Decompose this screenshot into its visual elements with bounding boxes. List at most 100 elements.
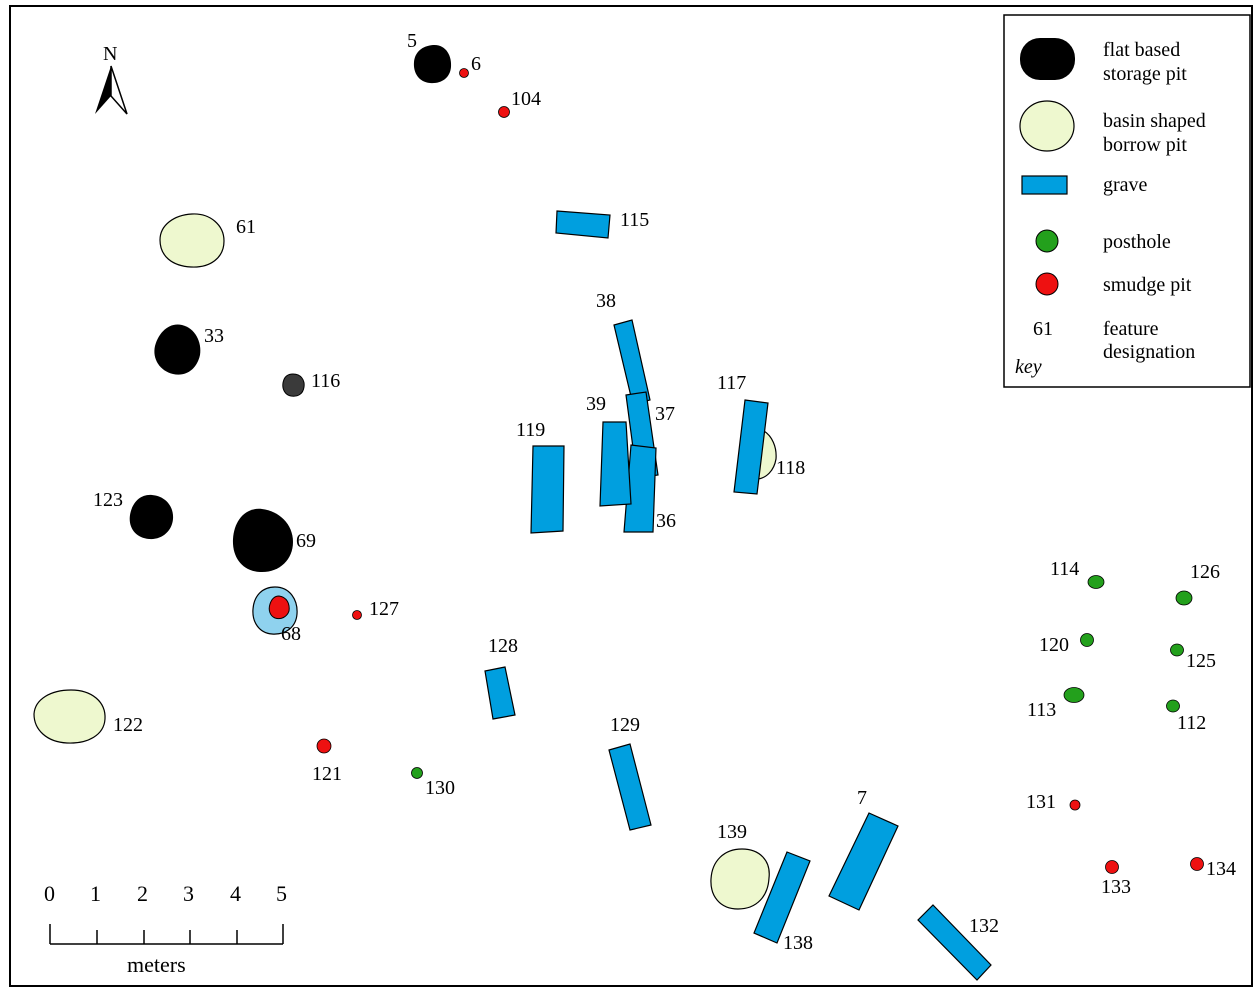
scale-tick-label: 2 bbox=[137, 881, 148, 906]
legend-label: storage pit bbox=[1103, 63, 1187, 85]
scale-tick-label: 5 bbox=[276, 881, 287, 906]
scale-tick-label: 3 bbox=[183, 881, 194, 906]
legend-label: basin shaped bbox=[1103, 110, 1206, 132]
scale-tick-label: 1 bbox=[90, 881, 101, 906]
legend-label: borrow pit bbox=[1103, 134, 1187, 156]
feature-label: 119 bbox=[516, 419, 545, 441]
feature-label: 133 bbox=[1101, 876, 1131, 898]
scale-bar: 0 1 2 3 4 5 meters bbox=[44, 881, 287, 977]
feature-label: 61 bbox=[236, 216, 256, 238]
feature-label: 118 bbox=[776, 457, 805, 479]
feature-112-shape[interactable] bbox=[1166, 699, 1180, 713]
legend-swatch-storage-pit bbox=[1020, 38, 1075, 80]
feature-131-shape[interactable] bbox=[1069, 799, 1081, 811]
graves bbox=[484, 210, 992, 981]
north-arrow-icon: N bbox=[95, 43, 128, 115]
feature-label: 116 bbox=[311, 370, 340, 392]
feature-label: 38 bbox=[596, 290, 616, 312]
feature-label: 69 bbox=[296, 530, 316, 552]
feature-label: 129 bbox=[610, 714, 640, 736]
feature-68-smudge bbox=[268, 595, 290, 620]
legend-key-label: key bbox=[1015, 356, 1042, 378]
feature-6-shape[interactable] bbox=[459, 68, 469, 78]
feature-label: 121 bbox=[312, 763, 342, 785]
feature-label: 113 bbox=[1027, 699, 1056, 721]
feature-126-shape[interactable] bbox=[1175, 590, 1193, 606]
storage-pits bbox=[129, 44, 452, 573]
feature-label: 127 bbox=[369, 598, 399, 620]
legend-swatch-posthole bbox=[1035, 229, 1059, 253]
feature-120-shape[interactable] bbox=[1080, 633, 1094, 647]
feature-label: 117 bbox=[717, 372, 746, 394]
feature-label: 115 bbox=[620, 209, 649, 231]
feature-127-shape[interactable] bbox=[352, 610, 362, 620]
feature-label: 6 bbox=[471, 53, 481, 75]
feature-61-shape[interactable] bbox=[159, 213, 225, 268]
legend-swatch-grave bbox=[1021, 175, 1068, 195]
borrow-pits bbox=[33, 213, 777, 910]
feature-117-shape[interactable] bbox=[733, 399, 769, 495]
feature-label: 130 bbox=[425, 777, 455, 799]
feature-label: 122 bbox=[113, 714, 143, 736]
feature-label: 112 bbox=[1177, 712, 1206, 734]
legend-label: posthole bbox=[1103, 231, 1171, 253]
feature-label: 131 bbox=[1026, 791, 1056, 813]
legend-sample-designation: 61 bbox=[1033, 318, 1053, 340]
smudge-pits bbox=[316, 68, 1204, 874]
feature-label: 134 bbox=[1206, 858, 1236, 880]
feature-115-shape[interactable] bbox=[555, 210, 611, 239]
feature-label: 5 bbox=[407, 30, 417, 52]
feature-label: 104 bbox=[511, 88, 541, 110]
feature-128-shape[interactable] bbox=[484, 666, 516, 720]
legend-swatch-smudge-pit bbox=[1035, 272, 1059, 296]
feature-68-group[interactable] bbox=[252, 586, 298, 635]
feature-116-shape[interactable] bbox=[282, 373, 305, 397]
feature-69-shape[interactable] bbox=[232, 508, 293, 573]
feature-139-shape[interactable] bbox=[710, 848, 770, 910]
feature-5-shape[interactable] bbox=[413, 44, 452, 84]
postholes bbox=[411, 575, 1193, 779]
feature-label: 128 bbox=[488, 635, 518, 657]
feature-133-shape[interactable] bbox=[1105, 860, 1119, 874]
feature-label: 139 bbox=[717, 821, 747, 843]
feature-132-shape[interactable] bbox=[917, 904, 992, 981]
legend-label: flat based bbox=[1103, 39, 1180, 61]
legend-swatch-borrow-pit bbox=[1019, 100, 1075, 152]
feature-33-shape[interactable] bbox=[154, 324, 201, 375]
feature-7-shape[interactable] bbox=[828, 812, 899, 911]
feature-label: 125 bbox=[1186, 650, 1216, 672]
legend-label: grave bbox=[1103, 174, 1148, 196]
feature-138-shape[interactable] bbox=[753, 851, 811, 944]
scale-tick-label: 0 bbox=[44, 881, 55, 906]
legend: flat based storage pit basin shaped borr… bbox=[1003, 14, 1251, 388]
feature-39-shape[interactable] bbox=[599, 421, 632, 507]
north-label: N bbox=[103, 43, 117, 65]
feature-label: 7 bbox=[857, 787, 867, 809]
feature-113-shape[interactable] bbox=[1063, 687, 1085, 703]
feature-119-shape[interactable] bbox=[530, 445, 565, 534]
feature-label: 123 bbox=[93, 489, 123, 511]
feature-label: 114 bbox=[1050, 558, 1079, 580]
scale-unit-label: meters bbox=[127, 952, 186, 977]
feature-130-shape[interactable] bbox=[411, 767, 423, 779]
feature-104-shape[interactable] bbox=[498, 106, 510, 118]
feature-labels: 5 6 104 115 61 38 33 116 117 118 39 37 1… bbox=[93, 30, 1236, 954]
feature-label: 36 bbox=[656, 510, 676, 532]
feature-129-shape[interactable] bbox=[608, 743, 652, 831]
feature-114-shape[interactable] bbox=[1087, 575, 1105, 589]
feature-38-shape[interactable] bbox=[613, 319, 651, 406]
scale-tick-label: 4 bbox=[230, 881, 241, 906]
feature-122-shape[interactable] bbox=[33, 689, 106, 744]
feature-121-shape[interactable] bbox=[316, 738, 332, 754]
feature-123-shape[interactable] bbox=[129, 494, 174, 540]
feature-125-shape[interactable] bbox=[1170, 643, 1184, 657]
feature-label: 132 bbox=[969, 915, 999, 937]
feature-label: 68 bbox=[281, 623, 301, 645]
feature-label: 33 bbox=[204, 325, 224, 347]
feature-label: 126 bbox=[1190, 561, 1220, 583]
feature-label: 120 bbox=[1039, 634, 1069, 656]
legend-label: feature bbox=[1103, 318, 1159, 340]
feature-label: 138 bbox=[783, 932, 813, 954]
feature-134-shape[interactable] bbox=[1190, 857, 1204, 871]
